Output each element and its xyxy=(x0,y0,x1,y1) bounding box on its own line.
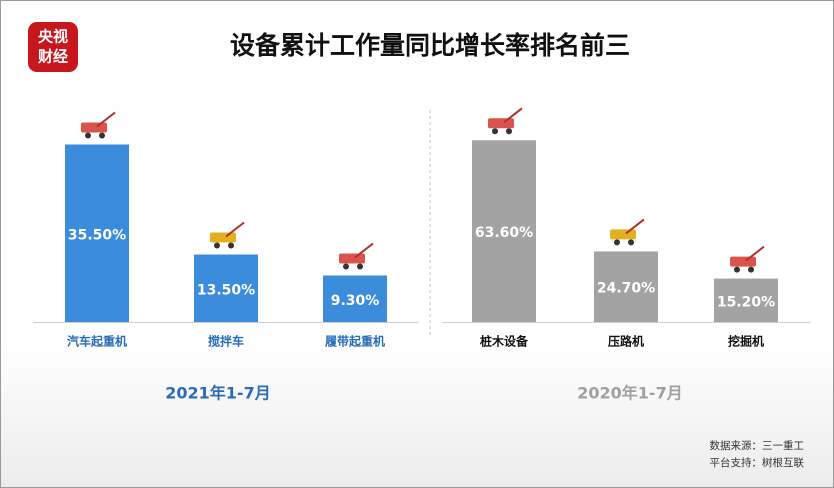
value-label: 15.20% xyxy=(717,294,775,310)
bar xyxy=(323,275,387,322)
machine-icon xyxy=(357,263,363,270)
source-text: 数据来源：三一重工 xyxy=(710,439,805,452)
machine-icon xyxy=(85,132,91,139)
machine-icon xyxy=(730,256,756,267)
value-label: 63.60% xyxy=(475,225,533,241)
chart-title: 设备累计工作量同比增长率排名前三 xyxy=(230,31,630,60)
machine-icon xyxy=(734,266,740,273)
bar xyxy=(714,278,778,322)
machine-icon xyxy=(745,245,765,262)
logo-text: 财经 xyxy=(38,48,68,66)
value-label: 13.50% xyxy=(197,282,255,298)
machine-icon xyxy=(614,239,620,246)
machine-icon xyxy=(492,128,498,135)
panel-subtitle: 2020年1-7月 xyxy=(577,384,682,403)
x-tick-label: 汽车起重机 xyxy=(67,334,127,349)
machine-icon xyxy=(210,232,236,243)
logo-badge xyxy=(28,22,78,72)
bar xyxy=(472,140,536,322)
machine-icon xyxy=(610,229,636,240)
bar xyxy=(594,251,658,322)
machine-icon xyxy=(225,221,245,238)
machine-icon xyxy=(99,132,105,139)
x-tick-label: 挖掘机 xyxy=(728,334,764,349)
panel-subtitle: 2021年1-7月 xyxy=(165,384,270,403)
machine-icon xyxy=(354,242,374,259)
logo-text: 央视 xyxy=(38,28,68,46)
machine-icon xyxy=(339,253,365,264)
machine-icon xyxy=(228,242,234,249)
machine-icon xyxy=(506,128,512,135)
machine-icon xyxy=(81,122,107,133)
x-tick-label: 搅拌车 xyxy=(208,334,244,349)
machine-icon xyxy=(214,242,220,249)
x-tick-label: 压路机 xyxy=(608,334,644,349)
x-tick-label: 桩木设备 xyxy=(480,334,529,349)
machine-icon xyxy=(625,218,645,235)
machine-icon xyxy=(628,239,634,246)
value-label: 35.50% xyxy=(68,227,126,243)
machine-icon xyxy=(96,111,116,128)
machine-icon xyxy=(748,266,754,273)
machine-icon xyxy=(488,118,514,129)
value-label: 9.30% xyxy=(331,293,380,309)
bar xyxy=(65,144,129,322)
value-label: 24.70% xyxy=(597,281,655,297)
machine-icon xyxy=(503,107,523,124)
source-text: 平台支持：树根互联 xyxy=(710,456,805,469)
bar xyxy=(194,254,258,322)
x-tick-label: 履带起重机 xyxy=(324,334,385,349)
machine-icon xyxy=(343,263,349,270)
